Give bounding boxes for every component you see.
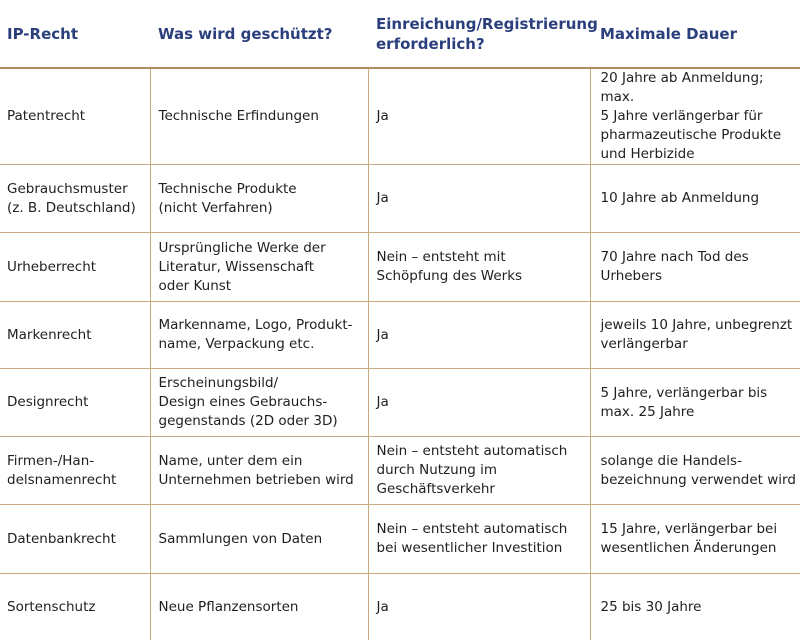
cell-registrierung: Ja — [368, 369, 590, 437]
cell-maximale-dauer: 5 Jahre, verlängerbar bis max. 25 Jahre — [590, 369, 800, 437]
header-schutzgegenstand: Was wird geschützt? — [150, 0, 368, 68]
cell-ip-recht: Designrecht — [0, 369, 150, 437]
cell-registrierung: Nein – entsteht automatisch durch Nutzun… — [368, 437, 590, 505]
cell-registrierung: Ja — [368, 68, 590, 165]
cell-schutzgegenstand: Markenname, Logo, Produkt- name, Verpack… — [150, 302, 368, 369]
header-registrierung: Einreichung/Registrierung erforderlich? — [368, 0, 590, 68]
header-ip-recht: IP-Recht — [0, 0, 150, 68]
cell-maximale-dauer: 10 Jahre ab Anmeldung — [590, 165, 800, 233]
cell-registrierung: Ja — [368, 302, 590, 369]
cell-maximale-dauer: jeweils 10 Jahre, unbegrenzt verlängerba… — [590, 302, 800, 369]
cell-maximale-dauer: 70 Jahre nach Tod des Urhebers — [590, 233, 800, 302]
cell-schutzgegenstand: Technische Erfindungen — [150, 68, 368, 165]
cell-ip-recht: Patentrecht — [0, 68, 150, 165]
cell-registrierung: Ja — [368, 165, 590, 233]
cell-maximale-dauer: 25 bis 30 Jahre — [590, 574, 800, 640]
cell-ip-recht: Datenbankrecht — [0, 505, 150, 574]
table-row: Datenbankrecht Sammlungen von Daten Nein… — [0, 505, 800, 574]
table-row: Patentrecht Technische Erfindungen Ja 20… — [0, 68, 800, 165]
table-row: Sortenschutz Neue Pflanzensorten Ja 25 b… — [0, 574, 800, 640]
cell-schutzgegenstand: Sammlungen von Daten — [150, 505, 368, 574]
table-row: Firmen-/Han- delsnamenrecht Name, unter … — [0, 437, 800, 505]
table-row: Designrecht Erscheinungsbild/ Design ein… — [0, 369, 800, 437]
header-maximale-dauer: Maximale Dauer — [590, 0, 800, 68]
cell-ip-recht: Gebrauchsmuster (z. B. Deutschland) — [0, 165, 150, 233]
cell-registrierung: Ja — [368, 574, 590, 640]
cell-maximale-dauer: 20 Jahre ab Anmeldung; max. 5 Jahre verl… — [590, 68, 800, 165]
cell-schutzgegenstand: Name, unter dem ein Unternehmen betriebe… — [150, 437, 368, 505]
table-header-row: IP-Recht Was wird geschützt? Einreichung… — [0, 0, 800, 68]
cell-ip-recht: Sortenschutz — [0, 574, 150, 640]
cell-maximale-dauer: solange die Handels- bezeichnung verwend… — [590, 437, 800, 505]
table-row: Gebrauchsmuster (z. B. Deutschland) Tech… — [0, 165, 800, 233]
table-row: Markenrecht Markenname, Logo, Produkt- n… — [0, 302, 800, 369]
cell-schutzgegenstand: Erscheinungsbild/ Design eines Gebrauchs… — [150, 369, 368, 437]
cell-schutzgegenstand: Neue Pflanzensorten — [150, 574, 368, 640]
cell-schutzgegenstand: Ursprüngliche Werke der Literatur, Wisse… — [150, 233, 368, 302]
cell-registrierung: Nein – entsteht automatisch bei wesentli… — [368, 505, 590, 574]
cell-registrierung: Nein – entsteht mit Schöpfung des Werks — [368, 233, 590, 302]
cell-ip-recht: Urheberrecht — [0, 233, 150, 302]
table-row: Urheberrecht Ursprüngliche Werke der Lit… — [0, 233, 800, 302]
cell-ip-recht: Markenrecht — [0, 302, 150, 369]
cell-maximale-dauer: 15 Jahre, verlängerbar bei wesentlichen … — [590, 505, 800, 574]
cell-schutzgegenstand: Technische Produkte (nicht Verfahren) — [150, 165, 368, 233]
cell-ip-recht: Firmen-/Han- delsnamenrecht — [0, 437, 150, 505]
